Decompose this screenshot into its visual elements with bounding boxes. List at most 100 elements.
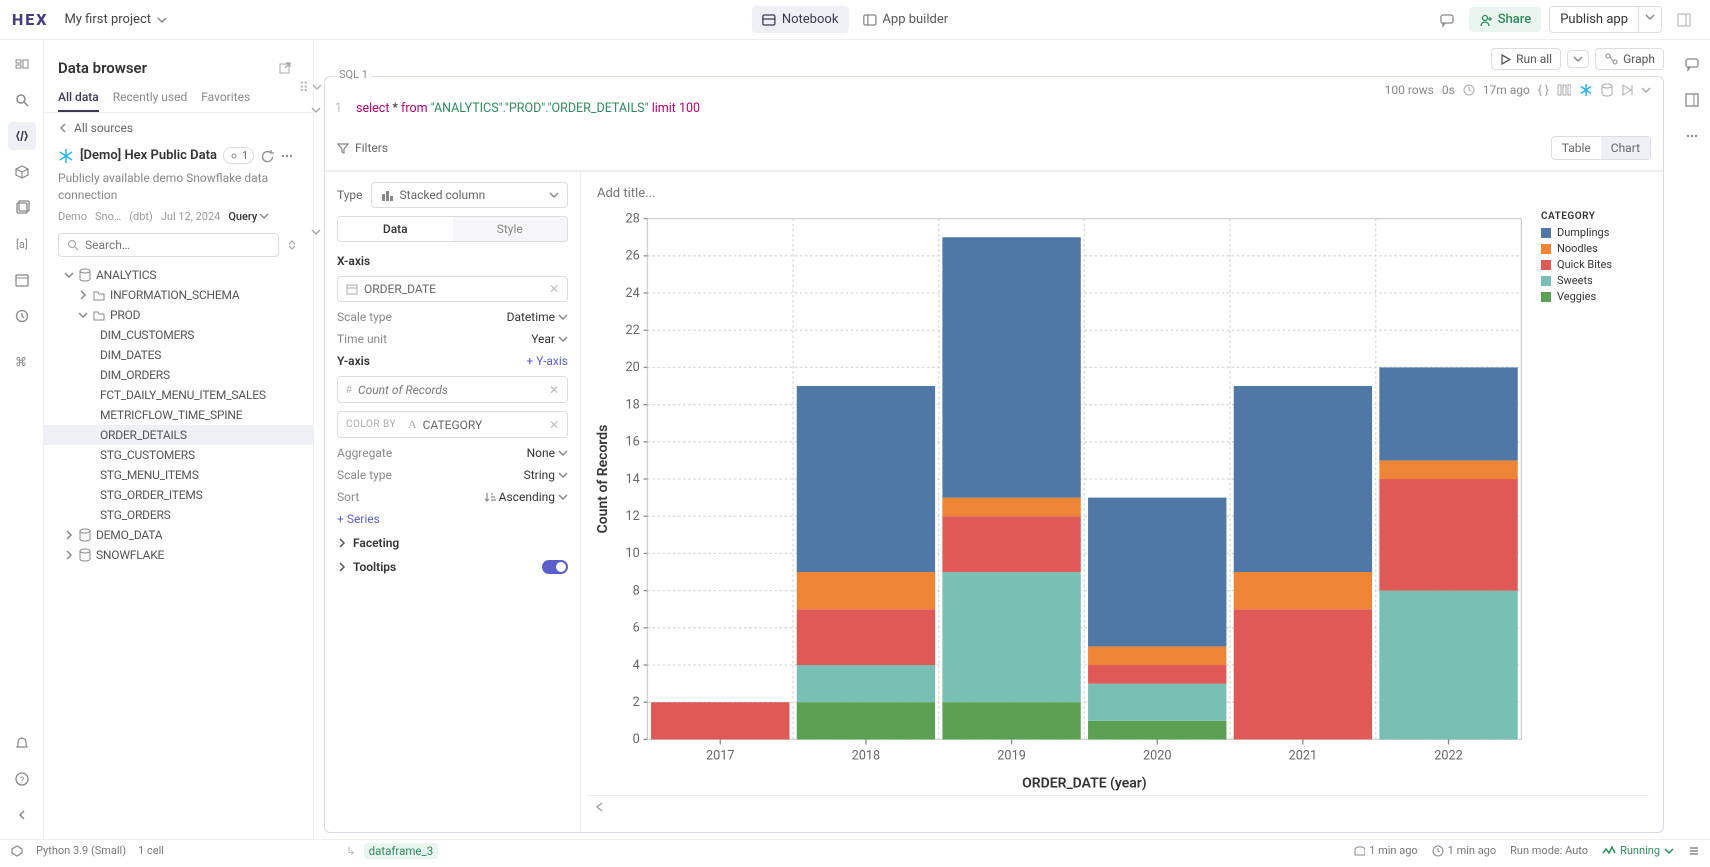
- cell-collapse-top[interactable]: [311, 105, 323, 117]
- right-comments-icon[interactable]: [1678, 50, 1706, 78]
- y-scale-select[interactable]: String: [524, 468, 568, 482]
- y-field-clear[interactable]: ✕: [549, 383, 559, 397]
- tree-table-dim_customers[interactable]: DIM_CUSTOMERS: [44, 325, 313, 345]
- seg-style[interactable]: Style: [453, 217, 568, 241]
- back-all-sources[interactable]: All sources: [44, 113, 313, 143]
- refresh-icon[interactable]: [260, 149, 274, 163]
- rail-schedule-icon[interactable]: [8, 266, 36, 294]
- cell-more-icon[interactable]: [1641, 85, 1653, 95]
- right-more-icon[interactable]: [1678, 122, 1706, 150]
- sort-select[interactable]: Ascending: [484, 490, 568, 504]
- project-name-dropdown[interactable]: My first project: [64, 12, 167, 27]
- view-table[interactable]: Table: [1552, 137, 1601, 159]
- tree-table-stg_order_items[interactable]: STG_ORDER_ITEMS: [44, 485, 313, 505]
- tree-db-demo[interactable]: DEMO_DATA: [44, 525, 313, 545]
- y-field[interactable]: # Count of Records ✕: [337, 376, 568, 403]
- x-unit-select[interactable]: Year: [531, 332, 568, 346]
- faceting-section[interactable]: Faceting: [337, 536, 568, 550]
- rail-package-icon[interactable]: [8, 158, 36, 186]
- panel-tab-favorites[interactable]: Favorites: [201, 90, 250, 112]
- chevron-down-icon: [1664, 846, 1674, 856]
- legend-item[interactable]: Veggies: [1541, 290, 1649, 303]
- tree-table-dim_orders[interactable]: DIM_ORDERS: [44, 365, 313, 385]
- tree-db-snowflake[interactable]: SNOWFLAKE: [44, 545, 313, 565]
- rail-home-icon[interactable]: [8, 50, 36, 78]
- panel-tab-all-data[interactable]: All data: [58, 90, 99, 112]
- legend-item[interactable]: Noodles: [1541, 242, 1649, 255]
- rail-shortcuts-icon[interactable]: ⌘: [8, 348, 36, 376]
- rail-search-icon[interactable]: [8, 86, 36, 114]
- x-scale-select[interactable]: Datetime: [507, 310, 568, 324]
- status-menu-icon[interactable]: [1688, 845, 1700, 857]
- rail-bell-icon[interactable]: [8, 729, 36, 757]
- tree-table-order_details[interactable]: ORDER_DETAILS: [44, 425, 313, 445]
- tab-notebook[interactable]: Notebook: [752, 6, 849, 33]
- tooltips-section[interactable]: Tooltips: [337, 560, 568, 574]
- dataframe-output[interactable]: dataframe_3: [364, 843, 439, 859]
- panel-popout-icon[interactable]: [271, 54, 299, 82]
- run-cell-icon[interactable]: [1621, 84, 1633, 96]
- chart-title-input[interactable]: [589, 182, 1649, 211]
- tree-schema-prod[interactable]: PROD: [44, 305, 313, 325]
- tooltips-toggle[interactable]: [542, 560, 568, 574]
- stacked-column-icon: [380, 188, 394, 202]
- db-icon[interactable]: [1601, 83, 1613, 97]
- run-mode[interactable]: Run mode: Auto: [1510, 844, 1588, 857]
- rail-history-icon[interactable]: [8, 302, 36, 330]
- seg-data[interactable]: Data: [338, 217, 453, 241]
- legend-item[interactable]: Sweets: [1541, 274, 1649, 287]
- rail-help-icon[interactable]: ?: [8, 765, 36, 793]
- more-icon[interactable]: [280, 149, 294, 163]
- columns-icon[interactable]: [1557, 84, 1571, 96]
- view-chart[interactable]: Chart: [1601, 137, 1650, 159]
- share-button[interactable]: Share: [1469, 7, 1542, 32]
- rail-files-icon[interactable]: [8, 194, 36, 222]
- publish-dropdown[interactable]: [1639, 6, 1662, 33]
- tree-table-stg_orders[interactable]: STG_ORDERS: [44, 505, 313, 525]
- publish-button[interactable]: Publish app: [1549, 6, 1639, 33]
- query-dropdown[interactable]: Query: [228, 210, 269, 223]
- datasource-badge[interactable]: 1: [223, 147, 254, 164]
- color-by-field[interactable]: COLOR BY A CATEGORY ✕: [337, 411, 568, 438]
- tree-schema-information[interactable]: INFORMATION_SCHEMA: [44, 285, 313, 305]
- chevron-right-icon: [337, 538, 347, 548]
- schema-search-input[interactable]: [85, 238, 270, 252]
- add-series[interactable]: + Series: [337, 512, 568, 526]
- svg-text:2021: 2021: [1289, 749, 1318, 764]
- right-outline-icon[interactable]: [1678, 86, 1706, 114]
- rail-collapse-icon[interactable]: [8, 801, 36, 829]
- schema-search[interactable]: [58, 233, 279, 257]
- tree-collapse-icon[interactable]: [285, 238, 299, 252]
- x-field-clear[interactable]: ✕: [549, 282, 559, 296]
- run-all-button[interactable]: Run all: [1491, 48, 1561, 70]
- agg-select[interactable]: None: [527, 446, 568, 460]
- tree-db-analytics[interactable]: ANALYTICS: [44, 265, 313, 285]
- rail-vars-icon[interactable]: [a]: [8, 230, 36, 258]
- comments-icon[interactable]: [1433, 6, 1461, 34]
- tree-table-stg_customers[interactable]: STG_CUSTOMERS: [44, 445, 313, 465]
- color-by-clear[interactable]: ✕: [549, 418, 559, 432]
- snowflake-icon[interactable]: [1579, 83, 1593, 97]
- collapse-chart-icon[interactable]: [593, 800, 607, 814]
- legend-item[interactable]: Quick Bites: [1541, 258, 1649, 271]
- x-field[interactable]: ORDER_DATE ✕: [337, 276, 568, 302]
- tree-table-dim_dates[interactable]: DIM_DATES: [44, 345, 313, 365]
- cell-drag-handle[interactable]: ⠿: [299, 81, 322, 96]
- tab-app-builder[interactable]: App builder: [852, 6, 958, 33]
- legend-item[interactable]: Dumplings: [1541, 226, 1649, 239]
- tree-table-stg_menu_items[interactable]: STG_MENU_ITEMS: [44, 465, 313, 485]
- filters-label[interactable]: Filters: [355, 141, 388, 155]
- sql-editor[interactable]: select * from "ANALYTICS"."PROD"."ORDER_…: [356, 101, 700, 116]
- add-y-axis[interactable]: + Y-axis: [526, 354, 568, 368]
- tree-table-metricflow_time_spine[interactable]: METRICFLOW_TIME_SPINE: [44, 405, 313, 425]
- chart-type-select[interactable]: Stacked column: [371, 182, 568, 208]
- tree-table-fct_daily_menu_item_sales[interactable]: FCT_DAILY_MENU_ITEM_SALES: [44, 385, 313, 405]
- cell-collapse-mid[interactable]: [311, 227, 323, 239]
- braces-icon[interactable]: { }: [1538, 83, 1549, 97]
- panels-icon[interactable]: [1670, 6, 1698, 34]
- kernel-status[interactable]: Running: [1602, 844, 1674, 857]
- rail-data-icon[interactable]: [8, 122, 36, 150]
- graph-button[interactable]: Graph: [1595, 48, 1664, 70]
- run-dropdown[interactable]: [1567, 50, 1589, 68]
- panel-tab-recent[interactable]: Recently used: [113, 90, 187, 112]
